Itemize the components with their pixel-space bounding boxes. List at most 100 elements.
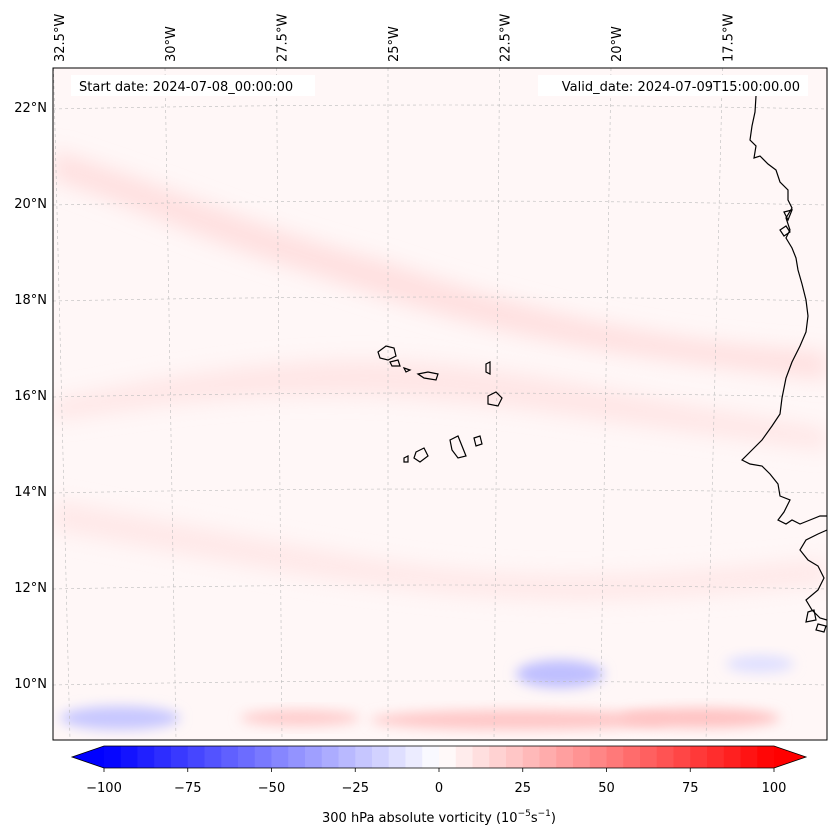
colorbar-tick-label: 75 [682,781,699,796]
vorticity-field-features [53,150,827,730]
meridian-line [276,68,283,740]
negative-vorticity-blob [516,660,604,688]
graticule [53,68,827,740]
colorbar-segment [472,746,490,768]
latitude-label: 20°N [14,197,47,212]
colorbar-segment [254,746,272,768]
vorticity-band [53,500,827,600]
positive-vorticity-blob [240,710,360,726]
colorbar-tick-label: −75 [174,781,201,796]
island-santo-antao [377,345,397,361]
island-sao-nicolau [416,371,439,381]
parallel-line [53,296,827,302]
island-santiago [449,435,467,459]
colorbar-segment [422,746,440,768]
colorbar: −100 −75 −50 −25 0 25 50 75 100 300 hPa absolute… [70,745,808,826]
vorticity-band [53,150,827,380]
colorbar-segment [221,746,239,768]
negative-vorticity-blob [60,706,180,730]
colorbar-segment [288,746,306,768]
colorbar-segment [137,746,155,768]
colorbar-segment [623,746,641,768]
latitude-labels: 22°N 20°N 18°N 16°N 14°N 12°N 10°N [14,101,47,692]
longitude-label: 32.5°W [53,14,68,62]
longitude-label: 27.5°W [276,14,291,62]
parallel-line [53,680,827,686]
meridian-line [53,68,71,740]
longitude-label: 30°W [164,26,179,62]
colorbar-tick-label: −100 [86,781,122,796]
colorbar-extend-high [774,746,806,768]
colorbar-tick-label: −25 [342,781,369,796]
positive-vorticity-blob [370,710,670,730]
colorbar-segment [372,746,390,768]
island-boa-vista [487,391,503,407]
latitude-label: 10°N [14,677,47,692]
island-fogo [413,447,429,463]
vorticity-field-background [53,68,827,740]
colorbar-segment [740,746,758,768]
islet [779,225,791,237]
colorbar-segment [305,746,323,768]
parallel-line [53,392,827,398]
colorbar-segment [204,746,222,768]
colorbar-ticks: −100 −75 −50 −25 0 25 50 75 100 [86,768,786,796]
colorbar-segment [321,746,339,768]
colorbar-segments [104,746,775,768]
colorbar-segment [757,746,775,768]
parallel-line [53,104,827,110]
colorbar-segment [723,746,741,768]
latitude-label: 14°N [14,485,47,500]
colorbar-segment [489,746,507,768]
colorbar-tick-label: 25 [514,781,531,796]
colorbar-segment [656,746,674,768]
colorbar-segment [573,746,591,768]
island-sao-vicente [389,359,401,367]
colorbar-segment [388,746,406,768]
colorbar-segment [104,746,122,768]
plot-frame [52,67,828,741]
colorbar-segment [606,746,624,768]
island-brava [403,455,409,463]
start-date-box [71,75,315,96]
colorbar-segment [640,746,658,768]
colorbar-tick-label: −50 [258,781,285,796]
colorbar-segment [673,746,691,768]
colorbar-segment [355,746,373,768]
colorbar-label: 300 hPa absolute vorticity (10−5s−1) [322,809,556,826]
colorbar-segment [589,746,607,768]
longitude-label: 25°W [387,26,402,62]
plot-area [53,68,827,740]
colorbar-segment [187,746,205,768]
colorbar-segment [707,746,725,768]
colorbar-segment [338,746,356,768]
africa-coastline [740,95,827,525]
longitude-label: 17.5°W [722,14,737,62]
africa-coastline-south [799,529,827,621]
parallel-line [53,488,827,494]
latitude-label: 12°N [14,581,47,596]
island-maio [473,435,483,447]
longitude-label: 22.5°W [499,14,514,62]
latitude-label: 22°N [14,101,47,116]
meridian-line [493,68,500,740]
parallel-line [53,200,827,206]
colorbar-segment [455,746,473,768]
islet [815,623,827,633]
meridian-line [164,68,177,740]
valid-date-label: Valid_date: 2024-07-09T15:00:00.00 [562,80,800,95]
colorbar-segment [522,746,540,768]
latitude-label: 18°N [14,293,47,308]
longitude-label: 20°W [610,26,625,62]
colorbar-segment [120,746,138,768]
island-sal [485,361,491,375]
longitude-labels: 32.5°W 30°W 27.5°W 25°W 22.5°W 20°W 17.5°W [53,14,737,62]
colorbar-segment [439,746,457,768]
colorbar-segment [405,746,423,768]
island-santa-luzia [402,366,412,373]
colorbar-segment [556,746,574,768]
positive-vorticity-blob [620,708,780,728]
colorbar-segment [539,746,557,768]
vorticity-band [53,360,827,450]
